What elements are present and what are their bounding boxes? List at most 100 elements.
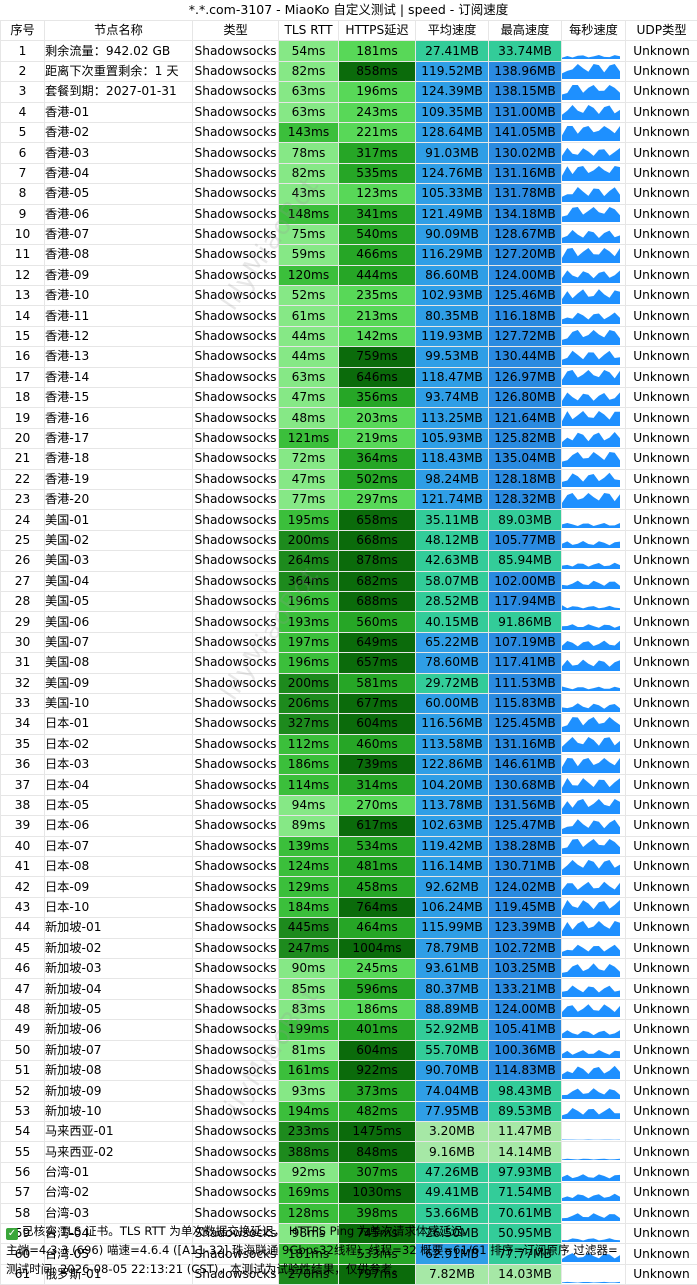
https-latency: 764ms (339, 897, 416, 917)
https-latency: 460ms (339, 734, 416, 754)
per-second-speed (562, 979, 626, 999)
udp-type: Unknown (626, 122, 697, 142)
tls-rtt: 83ms (279, 999, 339, 1019)
sparkline-area (562, 493, 620, 508)
avg-speed: 28.52MB (416, 591, 489, 611)
per-second-speed (562, 1122, 626, 1142)
max-speed: 117.41MB (489, 653, 562, 673)
tls-rtt: 139ms (279, 836, 339, 856)
per-second-speed (562, 877, 626, 897)
node-type: Shadowsocks (193, 306, 279, 326)
node-name: 日本-09 (45, 877, 193, 897)
per-second-speed (562, 897, 626, 917)
udp-type: Unknown (626, 61, 697, 81)
sparkline-area (562, 1066, 620, 1079)
row-index: 7 (1, 163, 45, 183)
per-second-speed (562, 245, 626, 265)
node-type: Shadowsocks (193, 61, 279, 81)
node-name: 日本-07 (45, 836, 193, 856)
avg-speed: 80.35MB (416, 306, 489, 326)
avg-speed: 3.20MB (416, 1122, 489, 1142)
https-latency: 245ms (339, 958, 416, 978)
row-index: 55 (1, 1142, 45, 1162)
tls-rtt: 264ms (279, 551, 339, 571)
tls-rtt: 63ms (279, 82, 339, 102)
node-type: Shadowsocks (193, 551, 279, 571)
https-latency: 373ms (339, 1081, 416, 1101)
sparkline-area (562, 1281, 620, 1282)
sparkline-area (562, 986, 620, 998)
https-latency: 668ms (339, 530, 416, 550)
node-type: Shadowsocks (193, 367, 279, 387)
udp-type: Unknown (626, 1040, 697, 1060)
node-type: Shadowsocks (193, 612, 279, 632)
node-name: 香港-11 (45, 306, 193, 326)
https-latency: 646ms (339, 367, 416, 387)
https-latency: 221ms (339, 122, 416, 142)
avg-speed: 98.24MB (416, 469, 489, 489)
https-latency: 341ms (339, 204, 416, 224)
avg-speed: 119.42MB (416, 836, 489, 856)
row-index: 4 (1, 102, 45, 122)
node-name: 日本-01 (45, 714, 193, 734)
https-latency: 540ms (339, 224, 416, 244)
speed-sparkline (562, 1124, 620, 1140)
speed-sparkline (562, 267, 620, 283)
sparkline-area (562, 85, 620, 100)
avg-speed: 99.53MB (416, 347, 489, 367)
node-name: 马来西亚-01 (45, 1122, 193, 1142)
row-index: 1 (1, 41, 45, 61)
tls-rtt: 90ms (279, 958, 339, 978)
speed-sparkline (562, 777, 620, 793)
udp-type: Unknown (626, 82, 697, 102)
udp-type: Unknown (626, 245, 697, 265)
avg-speed: 105.93MB (416, 428, 489, 448)
row-index: 52 (1, 1081, 45, 1101)
node-type: Shadowsocks (193, 755, 279, 775)
node-name: 香港-08 (45, 245, 193, 265)
udp-type: Unknown (626, 163, 697, 183)
max-speed: 89.53MB (489, 1101, 562, 1121)
row-index: 14 (1, 306, 45, 326)
udp-type: Unknown (626, 1020, 697, 1040)
node-type: Shadowsocks (193, 1060, 279, 1080)
node-name: 新加坡-08 (45, 1060, 193, 1080)
sparkline-area (562, 799, 620, 814)
per-second-speed (562, 122, 626, 142)
sparkline-area (562, 1005, 620, 1018)
node-type: Shadowsocks (193, 143, 279, 163)
row-index: 29 (1, 612, 45, 632)
per-second-speed (562, 795, 626, 815)
https-latency: 604ms (339, 1040, 416, 1060)
https-latency: 617ms (339, 816, 416, 836)
node-name: 套餐到期：2027-01-31 (45, 82, 193, 102)
avg-speed: 102.63MB (416, 816, 489, 836)
sparkline-area (562, 758, 620, 773)
udp-type: Unknown (626, 877, 697, 897)
node-name: 香港-02 (45, 122, 193, 142)
tls-rtt: 196ms (279, 591, 339, 611)
node-type: Shadowsocks (193, 591, 279, 611)
speed-sparkline (562, 940, 620, 956)
row-index: 21 (1, 449, 45, 469)
per-second-speed (562, 408, 626, 428)
https-latency: 502ms (339, 469, 416, 489)
sparkline-area (562, 370, 620, 385)
udp-type: Unknown (626, 510, 697, 530)
node-type: Shadowsocks (193, 408, 279, 428)
speed-sparkline (562, 716, 620, 732)
sparkline-area (562, 289, 620, 304)
per-second-speed (562, 632, 626, 652)
tls-rtt: 161ms (279, 1060, 339, 1080)
speed-sparkline (562, 1185, 620, 1201)
node-name: 香港-18 (45, 449, 193, 469)
udp-type: Unknown (626, 1122, 697, 1142)
